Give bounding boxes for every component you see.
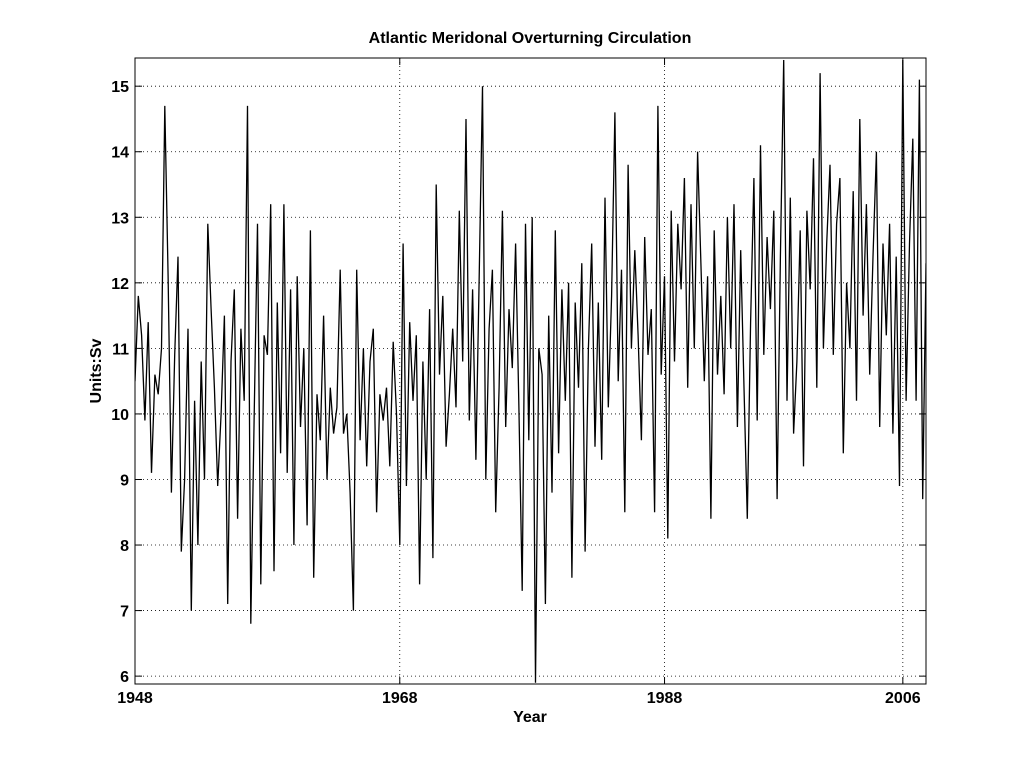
chart-title: Atlantic Meridonal Overturning Circulati… — [369, 30, 692, 47]
x-tick-label: 1968 — [382, 690, 418, 707]
y-tick-label: 12 — [111, 276, 129, 293]
y-tick-label: 9 — [120, 472, 129, 489]
series-group — [135, 59, 926, 683]
y-axis-label: Units:Sv — [88, 338, 105, 403]
ticks: 1948 1968 1988 2006 6 7 8 9 10 11 12 13 14 15 — [111, 58, 926, 707]
y-tick-label: 8 — [120, 538, 129, 555]
y-tick-label: 10 — [111, 407, 129, 424]
y-tick-label: 15 — [111, 79, 129, 96]
axes-box — [134, 57, 927, 685]
x-tick-label: 1948 — [117, 690, 153, 707]
y-tick-label: 11 — [112, 341, 129, 358]
x-tick-label: 2006 — [885, 690, 921, 707]
y-tick-label: 6 — [120, 669, 129, 686]
x-axis-label: Year — [513, 709, 547, 726]
x-tick-label: 1988 — [647, 690, 683, 707]
y-tick-label: 7 — [120, 604, 129, 621]
y-tick-label: 14 — [111, 145, 129, 162]
series-line-amoc — [135, 59, 926, 683]
y-tick-label: 13 — [111, 210, 129, 227]
